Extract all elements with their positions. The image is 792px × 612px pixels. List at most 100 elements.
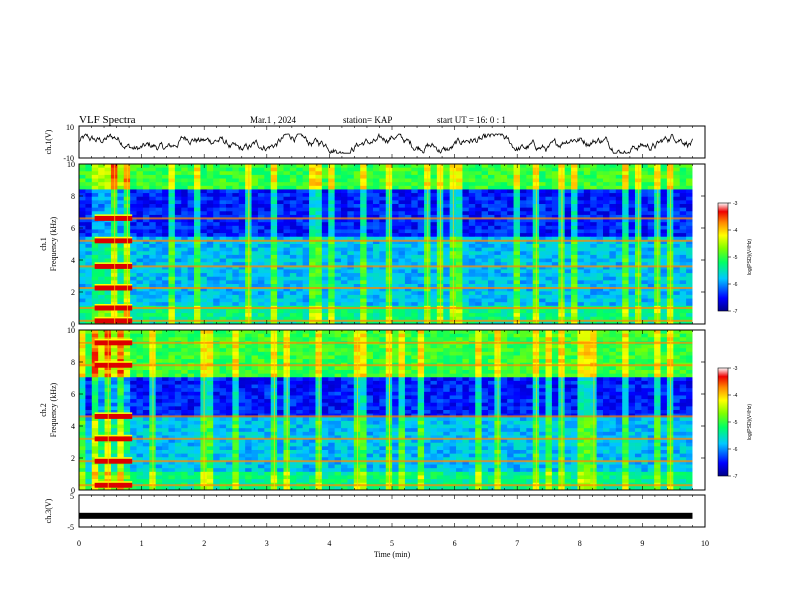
spectrogram-cell (213, 344, 220, 349)
spectrogram-cell (347, 240, 355, 245)
spectrogram-cell (136, 233, 144, 238)
spectrogram-cell (564, 233, 572, 238)
spectrogram-cell (507, 280, 514, 285)
spectrogram-cell (507, 344, 514, 349)
spectrogram-cell (98, 185, 105, 190)
spectrogram-cell (641, 258, 649, 263)
spectrogram-cell (622, 171, 629, 176)
spectrogram-cell (321, 316, 329, 321)
spectrogram-cell (257, 193, 265, 198)
spectrogram-cell (142, 225, 150, 230)
spectrogram-cell (622, 211, 629, 216)
spectrogram-cell (334, 182, 342, 187)
spectrogram-cell (443, 164, 451, 169)
spectrogram-cell (200, 258, 208, 263)
spectrogram-cell (513, 251, 521, 256)
spectrogram-cell (130, 320, 137, 325)
spectrogram-cell (187, 287, 195, 292)
spectrogram-cell (130, 254, 137, 259)
spectrogram-cell (309, 276, 316, 281)
spectrogram-cell (583, 196, 591, 201)
spectrogram-cell (162, 294, 169, 299)
spectrogram-cell (232, 287, 240, 292)
spectrogram-cell (334, 167, 342, 172)
spectrogram-cell (590, 240, 598, 245)
spectrogram-cell (379, 211, 387, 216)
spectrogram-cell (392, 316, 399, 321)
spectrogram-cell (673, 330, 681, 335)
spectrogram-cell (481, 294, 489, 299)
spectrogram-cell (302, 178, 310, 183)
spectrogram-cell (149, 236, 157, 241)
spectrogram-cell (79, 337, 86, 342)
spectrogram-cell (264, 218, 272, 223)
spectrogram-cell (117, 196, 125, 201)
spectrogram-cell (596, 240, 604, 245)
spectrogram-cell (360, 251, 367, 256)
spectrogram-cell (283, 164, 291, 169)
spectrogram-cell (142, 276, 150, 281)
spectrogram-cell (270, 309, 278, 314)
spectrogram-cell (596, 287, 604, 292)
spectrogram-cell (468, 211, 476, 216)
spectrogram-cell (277, 284, 284, 289)
spectrogram-cell (149, 313, 157, 318)
spectrogram-cell (334, 196, 342, 201)
spectrogram-cell (296, 287, 304, 292)
spectrogram-cell (513, 218, 521, 223)
spectrogram-cell (686, 298, 693, 303)
spectrogram-cell (302, 298, 310, 303)
spectrogram-cell (136, 251, 144, 256)
spectrogram-cell (481, 269, 489, 274)
spectrogram-cell (379, 265, 387, 270)
spectrogram-cell (507, 337, 514, 342)
spectrogram-cell (341, 298, 348, 303)
spectrogram-cell (321, 182, 329, 187)
spectrogram-cell (507, 316, 514, 321)
spectrogram-cell (577, 309, 585, 314)
spectrogram-cell (673, 294, 681, 299)
spectrogram-cell (577, 330, 585, 335)
spectrogram-cell (289, 280, 297, 285)
spectrogram-cell (289, 276, 297, 281)
spectrogram-cell (462, 171, 470, 176)
spectrogram-cell (615, 222, 623, 227)
spectrogram-cell (571, 276, 578, 281)
spectrogram-cell (270, 196, 278, 201)
spectrogram-cell (468, 294, 476, 299)
spectrogram-cell (443, 337, 451, 342)
spectrogram-cell (513, 182, 521, 187)
spectrogram-cell (257, 291, 265, 296)
spectrogram-cell (628, 291, 636, 296)
spectrogram-cell (443, 247, 451, 252)
spectrogram-cell (577, 171, 585, 176)
spectrogram-cell (545, 269, 553, 274)
spectrogram-cell (411, 258, 419, 263)
spectrogram-cell (136, 244, 144, 249)
spectrogram-cell (507, 251, 514, 256)
spectrogram-cell (430, 254, 438, 259)
spectrogram-cell (417, 178, 425, 183)
spectrogram-cell (679, 233, 687, 238)
spectrogram-cell (679, 333, 687, 338)
spectrogram-cell (130, 258, 137, 263)
spectrogram-cell (404, 229, 412, 234)
spectrogram-cell (162, 309, 169, 314)
spectrogram-cell (398, 320, 406, 325)
spectrogram-cell (411, 222, 419, 227)
spectrogram-cell (526, 214, 534, 219)
spectrogram-cell (302, 193, 310, 198)
spectrogram-cell (302, 218, 310, 223)
spectrogram-cell (225, 207, 233, 212)
spectrogram-cell (392, 287, 399, 292)
spectrogram-cell (85, 167, 93, 172)
spectrogram-cell (430, 298, 438, 303)
spectrogram-cell (507, 240, 514, 245)
strong-band-edge (94, 236, 133, 239)
spectrogram-cell (270, 225, 278, 230)
spectrogram-cell (206, 182, 214, 187)
spectrogram-cell (104, 193, 112, 198)
spectrogram-cell (590, 316, 598, 321)
spectrogram-cell (360, 211, 367, 216)
spectrogram-cell (328, 294, 336, 299)
